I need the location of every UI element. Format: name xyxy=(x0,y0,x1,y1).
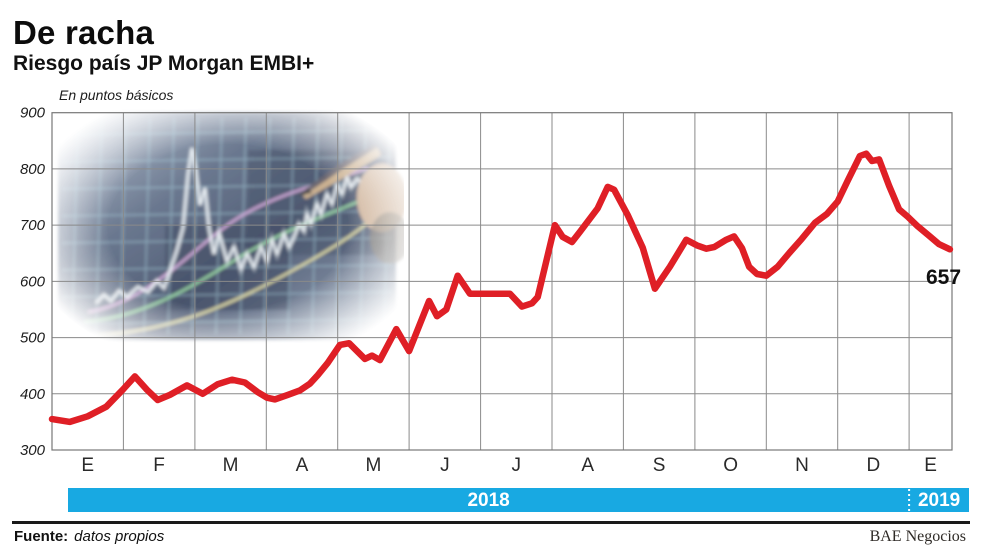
publisher-credit: BAE Negocios xyxy=(869,528,966,545)
x-month-label: M xyxy=(223,455,239,476)
hand-shadow xyxy=(370,212,410,264)
chart-plot-area: 900 800 700 600 500 400 300 E F M A M J J A S O N D E 657 201… xyxy=(20,105,969,512)
chart-subtitle: Riesgo país JP Morgan EMBI+ xyxy=(13,52,315,75)
x-month-label: N xyxy=(795,455,809,476)
photo-ma-curve-yellow xyxy=(87,213,379,338)
x-month-label: A xyxy=(296,455,309,476)
y-axis-units-label: En puntos básicos xyxy=(59,87,174,103)
background-photo xyxy=(58,112,410,340)
y-tick-label: 700 xyxy=(20,217,46,234)
y-tick-label: 300 xyxy=(20,442,46,459)
x-month-label: J xyxy=(512,455,522,476)
y-tick-label: 900 xyxy=(20,105,46,122)
y-tick-label: 500 xyxy=(20,330,46,347)
year-band xyxy=(68,488,969,512)
x-month-label: J xyxy=(440,455,450,476)
embi-line-series xyxy=(48,150,954,426)
y-tick-label: 800 xyxy=(20,161,46,178)
pencil-tip xyxy=(298,187,312,196)
page-title: De racha xyxy=(13,14,155,51)
source-value: datos propios xyxy=(74,528,165,545)
x-month-label: O xyxy=(723,455,738,476)
y-tick-label: 400 xyxy=(20,386,46,403)
x-month-label: S xyxy=(653,455,666,476)
y-tick-label: 600 xyxy=(20,273,46,290)
x-month-label: E xyxy=(924,455,937,476)
pencil-upper-edge xyxy=(300,144,377,196)
x-month-label: F xyxy=(153,455,165,476)
year-label-2019: 2019 xyxy=(918,490,960,511)
source-label: Fuente: xyxy=(14,528,69,545)
x-month-label: A xyxy=(581,455,594,476)
plot-border xyxy=(51,112,953,451)
x-month-label: E xyxy=(81,455,94,476)
x-month-label: M xyxy=(365,455,381,476)
series-end-value-label: 657 xyxy=(926,266,961,289)
footer-divider xyxy=(12,521,970,524)
year-label-2018: 2018 xyxy=(467,490,509,511)
source-line: Fuente: datos propios xyxy=(14,528,164,545)
x-month-label: D xyxy=(867,455,881,476)
photo-price-line xyxy=(95,147,363,304)
pencil-icon xyxy=(300,147,381,199)
